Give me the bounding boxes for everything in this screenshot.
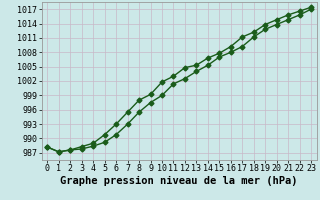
X-axis label: Graphe pression niveau de la mer (hPa): Graphe pression niveau de la mer (hPa) — [60, 176, 298, 186]
